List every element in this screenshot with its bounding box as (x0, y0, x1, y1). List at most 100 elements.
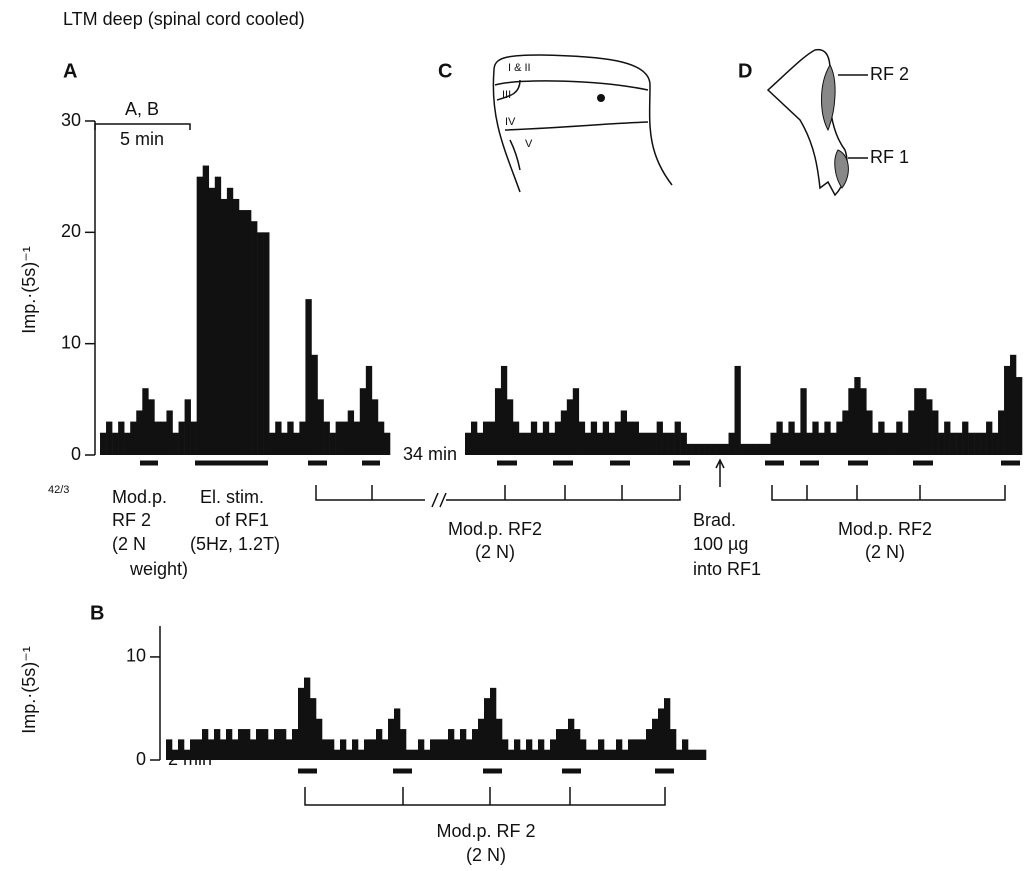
bar (214, 176, 222, 455)
bar (281, 432, 288, 455)
bar (292, 729, 299, 760)
bar (100, 432, 107, 455)
annotation: (2 N) (466, 845, 506, 865)
bar (628, 739, 635, 760)
layer-label: I & II (508, 62, 531, 74)
field-label: RF 1 (870, 147, 909, 167)
bar (298, 687, 305, 760)
bar (884, 432, 891, 455)
bar (536, 432, 544, 455)
bar (208, 739, 215, 760)
bar (317, 399, 324, 455)
bar (650, 432, 657, 455)
bar (1010, 354, 1017, 455)
bar (232, 198, 240, 455)
bar (908, 410, 915, 455)
bar (322, 739, 329, 760)
bar (406, 749, 413, 760)
bar (460, 729, 467, 760)
bar (680, 432, 687, 455)
bar (824, 421, 831, 455)
bar (992, 432, 999, 455)
bar (562, 729, 569, 760)
bar (178, 739, 185, 760)
bar (257, 232, 264, 455)
bar (478, 718, 485, 760)
y-tick-label: 0 (71, 444, 81, 464)
annotation: of RF1 (215, 510, 269, 530)
layer-label: IV (505, 116, 516, 128)
bar (614, 421, 622, 455)
bar (704, 443, 711, 455)
bar (866, 410, 873, 455)
bar (812, 421, 819, 455)
bar (998, 410, 1005, 455)
bar (716, 443, 723, 455)
figure-code: 42/3 (48, 484, 69, 496)
bar (341, 421, 349, 455)
bar (560, 410, 568, 455)
bar (383, 432, 391, 455)
bar (698, 443, 705, 455)
y-tick-label: 20 (61, 221, 81, 241)
bar (412, 749, 419, 760)
bar (370, 739, 377, 760)
bar (196, 176, 204, 455)
bar (616, 739, 623, 760)
bar (944, 421, 951, 455)
bar (274, 729, 281, 760)
bar (220, 739, 227, 760)
bar (676, 749, 683, 760)
layer-label: III (502, 89, 511, 101)
bar (682, 739, 689, 760)
bar (448, 729, 455, 760)
figure-title: LTM deep (spinal cord cooled) (63, 9, 305, 29)
bar (818, 432, 825, 455)
bar (465, 432, 472, 455)
bar (686, 443, 693, 455)
bar (472, 729, 479, 760)
bar (620, 410, 628, 455)
cord-outline (492, 54, 673, 193)
bar (658, 708, 665, 760)
annotation: (2 N) (865, 542, 905, 562)
bar (710, 443, 717, 455)
bar (890, 432, 897, 455)
bar (365, 365, 373, 455)
bar (311, 354, 318, 455)
bar (352, 739, 359, 760)
bar (640, 739, 647, 760)
bar (160, 421, 167, 455)
bar (232, 739, 239, 760)
bar (518, 432, 526, 455)
bar (668, 432, 675, 455)
bar (968, 432, 975, 455)
bar (335, 421, 342, 455)
bar (878, 421, 885, 455)
bar (184, 399, 191, 455)
bar (287, 421, 294, 455)
bar (359, 388, 367, 455)
bar (656, 421, 663, 455)
annotation: (2 N (112, 534, 146, 554)
bar (626, 421, 633, 455)
bar (604, 749, 611, 760)
bar (382, 739, 389, 760)
bar (542, 421, 550, 455)
bar (142, 388, 149, 455)
y-tick-label: 10 (126, 646, 146, 666)
y-axis-label: Imp.·(5s)⁻¹ (19, 246, 39, 334)
bar (586, 749, 593, 760)
bar (566, 399, 574, 455)
bar (700, 749, 707, 760)
bar (950, 432, 957, 455)
annotation: weight) (129, 559, 188, 579)
bar (196, 739, 203, 760)
bar (608, 432, 616, 455)
bar (268, 739, 275, 760)
bar (842, 410, 849, 455)
bar (986, 421, 993, 455)
bar (896, 421, 903, 455)
bar (1004, 365, 1011, 455)
bar (806, 432, 813, 455)
